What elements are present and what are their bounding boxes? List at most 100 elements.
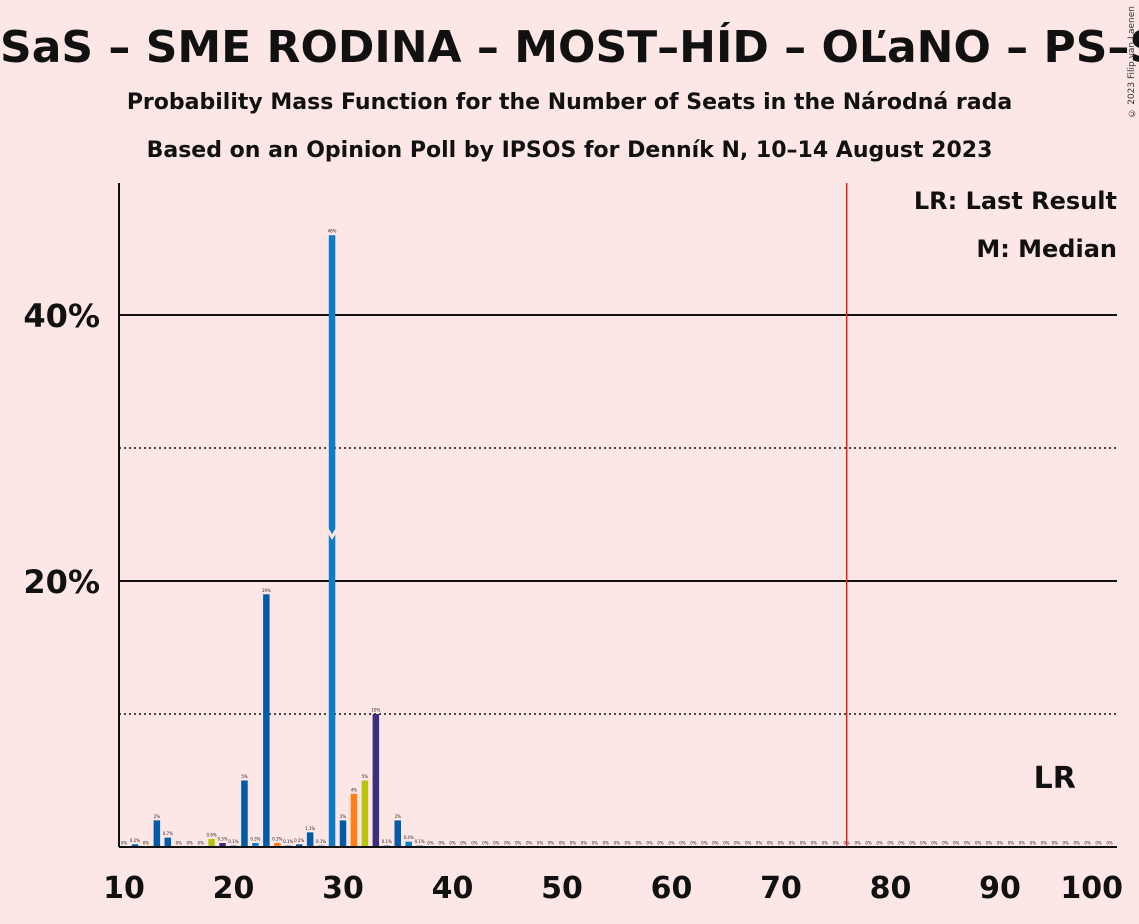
bar-label-seat-62: 0%	[690, 841, 697, 846]
bar-label-seat-12: 0%	[143, 841, 150, 846]
bar-label-seat-34: 0.1%	[382, 839, 392, 844]
bar-label-seat-77: 0%	[854, 841, 861, 846]
bar-label-seat-17: 0%	[197, 841, 204, 846]
bar-label-seat-19: 0.3%	[217, 837, 227, 842]
bar-seat-19	[219, 843, 226, 847]
bar-label-seat-33: 10%	[371, 708, 380, 713]
bar-seat-32	[361, 780, 369, 847]
bar-seat-27	[306, 832, 314, 847]
bar-label-seat-15: 0%	[176, 841, 183, 846]
median-marker	[324, 526, 340, 541]
bar-label-seat-24: 0.3%	[272, 837, 282, 842]
bar-label-seat-72: 0%	[800, 841, 807, 846]
bar-label-seat-38: 0%	[427, 841, 434, 846]
bar-label-seat-48: 0%	[537, 841, 544, 846]
bar-label-seat-49: 0%	[548, 841, 555, 846]
bar-label-seat-41: 0%	[460, 841, 467, 846]
bar-label-seat-20: 0.1%	[228, 839, 238, 844]
bar-label-seat-71: 0%	[789, 841, 796, 846]
bar-label-seat-40: 0%	[449, 841, 456, 846]
bar-label-seat-57: 0%	[635, 841, 642, 846]
chart-subtitle-1: Probability Mass Function for the Number…	[126, 90, 1013, 115]
bar-label-seat-43: 0%	[482, 841, 489, 846]
bar-label-seat-11: 0.2%	[130, 838, 140, 843]
x-tick-90: 90	[979, 871, 1021, 906]
bar-label-seat-22: 0.3%	[250, 837, 260, 842]
bar-seat-14	[164, 837, 172, 847]
bar-label-seat-86: 0%	[953, 841, 960, 846]
x-tick-10: 10	[103, 871, 145, 906]
x-tick-50: 50	[541, 871, 583, 906]
bar-label-seat-31: 4%	[351, 787, 358, 792]
bar-label-seat-32: 5%	[362, 774, 369, 779]
bar-label-seat-97: 0%	[1073, 841, 1080, 846]
bar-label-seat-46: 0%	[515, 841, 522, 846]
legend-last-result: LR: Last Result	[914, 187, 1117, 215]
bar-label-seat-21: 5%	[241, 774, 248, 779]
bar-label-seat-92: 0%	[1019, 841, 1026, 846]
y-tick-40: 40%	[23, 297, 100, 335]
bar-label-seat-68: 0%	[756, 841, 763, 846]
bar-label-seat-94: 0%	[1041, 841, 1048, 846]
x-axis: 10 20 30 40 50 60 70 80 90 100	[103, 846, 1123, 906]
bar-label-seat-59: 0%	[657, 841, 664, 846]
bar-label-seat-60: 0%	[668, 841, 675, 846]
bar-seat-33	[372, 714, 380, 847]
bar-label-seat-50: 0%	[559, 841, 566, 846]
bar-label-seat-54: 0%	[603, 841, 610, 846]
bar-label-seat-85: 0%	[942, 841, 949, 846]
bar-label-seat-70: 0%	[778, 841, 785, 846]
bar-seat-26	[295, 844, 303, 847]
bar-label-seat-44: 0%	[493, 841, 500, 846]
bar-seat-31	[350, 793, 358, 847]
bar-label-seat-69: 0%	[767, 841, 774, 846]
bar-label-seat-56: 0%	[625, 841, 632, 846]
x-tick-60: 60	[651, 871, 693, 906]
bar-label-seat-65: 0%	[723, 841, 730, 846]
bar-seat-22	[252, 843, 259, 847]
y-axis: 20% 40%	[23, 183, 120, 847]
bar-label-seat-23: 19%	[262, 588, 271, 593]
bar-label-seat-93: 0%	[1030, 841, 1037, 846]
bar-label-seat-27: 1.1%	[305, 826, 315, 831]
bar-label-seat-95: 0%	[1052, 841, 1059, 846]
bar-label-seat-75: 0%	[833, 841, 840, 846]
bar-label-seat-18: 0.6%	[207, 833, 217, 838]
chart-subtitle-2: Based on an Opinion Poll by IPSOS for De…	[146, 138, 993, 163]
bar-label-seat-53: 0%	[592, 841, 599, 846]
bar-label-seat-55: 0%	[614, 841, 621, 846]
legend-median: M: Median	[976, 235, 1117, 263]
bars: 0%0.2%0%2%0.7%0% 0% 0%0.6%0.3%0.1%5%0.3%19…	[121, 183, 1113, 847]
bar-seat-13	[153, 820, 161, 847]
chart-title: SaS – SME RODINA – MOST–HÍD – OĽaNO – PS…	[0, 22, 1139, 73]
bar-label-seat-90: 0%	[997, 841, 1004, 846]
bar-label-seat-36: 0.4%	[404, 835, 414, 840]
bar-label-seat-83: 0%	[920, 841, 927, 846]
bar-label-seat-10: 0%	[121, 841, 128, 846]
bar-seat-35	[394, 820, 401, 847]
bar-label-seat-87: 0%	[964, 841, 971, 846]
bar-seat-29	[328, 235, 336, 847]
bar-label-seat-39: 0%	[438, 841, 445, 846]
x-tick-80: 80	[870, 871, 912, 906]
bar-label-seat-84: 0%	[931, 841, 938, 846]
x-tick-70: 70	[760, 871, 802, 906]
bar-label-seat-99: 0%	[1095, 841, 1102, 846]
bar-seat-18	[208, 839, 215, 847]
bar-label-seat-67: 0%	[745, 841, 752, 846]
bar-label-seat-82: 0%	[909, 841, 916, 846]
bar-label-seat-37: 0.1%	[415, 839, 425, 844]
bar-label-seat-58: 0%	[646, 841, 653, 846]
x-tick-20: 20	[213, 871, 255, 906]
bar-seat-30	[339, 820, 347, 847]
bar-label-seat-80: 0%	[887, 841, 894, 846]
bar-label-seat-25: 0.1%	[283, 839, 293, 844]
bar-label-seat-45: 0%	[504, 841, 511, 846]
bar-label-seat-91: 0%	[1008, 841, 1015, 846]
bar-label-seat-51: 0%	[570, 841, 577, 846]
bar-label-seat-73: 0%	[811, 841, 818, 846]
bar-label-seat-66: 0%	[734, 841, 741, 846]
y-tick-20: 20%	[23, 563, 100, 601]
bar-label-seat-74: 0%	[822, 841, 829, 846]
